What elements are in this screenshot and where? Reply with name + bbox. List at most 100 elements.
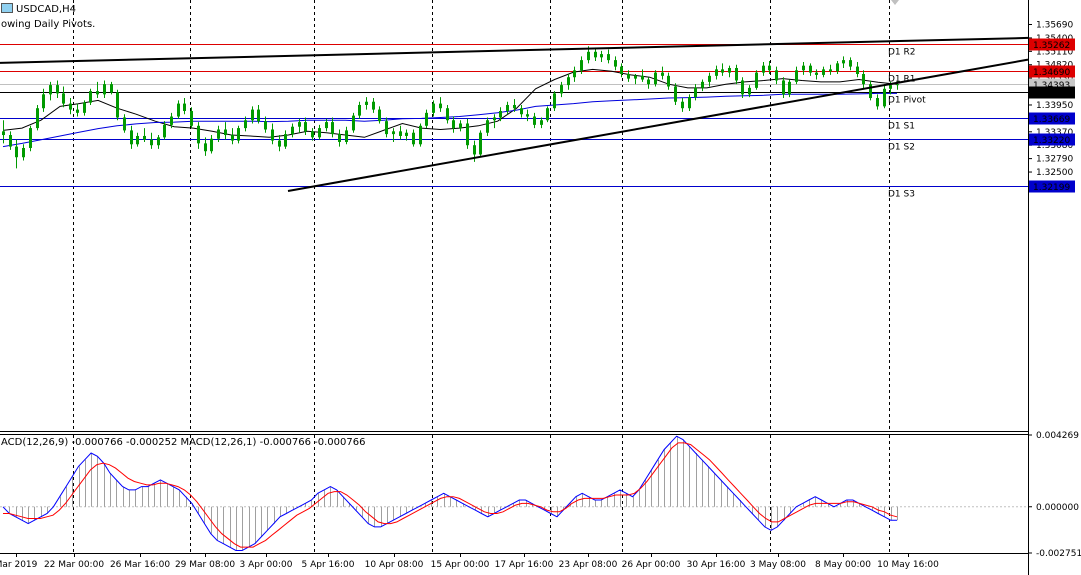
candle-bull: [600, 54, 603, 58]
candle-bull: [365, 101, 368, 105]
candle-bear: [661, 72, 664, 76]
candle-bear: [56, 85, 59, 94]
candle-bull: [284, 134, 287, 147]
candle-bull: [22, 147, 25, 158]
candle-bear: [231, 135, 234, 141]
candle-bear: [775, 70, 778, 81]
candle-bull: [842, 60, 845, 64]
candle-bull: [546, 108, 549, 121]
candle-bull: [49, 85, 52, 95]
candle-bear: [257, 109, 260, 122]
candle-bull: [708, 75, 711, 82]
candle-bear: [62, 93, 65, 104]
candle-bear: [110, 84, 113, 93]
candle-bull: [883, 88, 886, 107]
candle-bull: [170, 116, 173, 125]
current-price-label: 1.34241: [1033, 89, 1070, 99]
candle-bull: [755, 72, 758, 88]
price-tag: [1029, 65, 1075, 78]
candle-bull: [291, 126, 294, 135]
chart-header: USDCAD,H4: [1, 3, 76, 15]
candle-bull: [822, 69, 825, 75]
candle-bull: [587, 51, 590, 61]
y-tick-label: 1.33080: [1036, 141, 1073, 151]
x-tick-label: 23 Apr 08:00: [559, 560, 618, 570]
candle-bear: [876, 98, 879, 107]
candle-bull: [392, 131, 395, 135]
candle-bear: [513, 104, 516, 109]
y-tick-label: 1.33950: [1036, 101, 1073, 111]
candle-bull: [728, 67, 731, 73]
candle-bull: [889, 85, 892, 89]
price-tag: [1029, 133, 1075, 146]
price-tag-label: 1.32199: [1033, 183, 1070, 193]
signal-line: [3, 442, 898, 548]
candle-bear: [331, 122, 334, 135]
x-tick-label: 26 Mar 16:00: [110, 560, 170, 570]
pivot-label: D1 S1: [888, 122, 915, 132]
candle-bull: [580, 60, 583, 71]
candle-bear: [311, 131, 314, 138]
candle-bull: [694, 87, 697, 98]
shift-marker-icon[interactable]: [891, 0, 899, 5]
y-tick-label: 1.32790: [1036, 155, 1073, 165]
candle-bear: [2, 131, 5, 136]
candle-bear: [412, 132, 415, 145]
trendline: [0, 36, 1029, 64]
bid-price-label: 1.34393: [1033, 81, 1070, 91]
macd-y-tick-label: 0.000000: [1036, 503, 1079, 513]
candle-bear: [271, 129, 274, 141]
candle-bull: [217, 129, 220, 139]
candle-bull: [244, 120, 247, 129]
candle-bull: [318, 128, 321, 138]
candle-bear: [741, 80, 744, 95]
candle-bull: [896, 84, 899, 86]
candle-bear: [197, 125, 200, 144]
y-tick-label: 1.32500: [1036, 168, 1073, 178]
candle-bear: [264, 121, 267, 130]
candle-bear: [614, 60, 617, 67]
candle-bull: [836, 63, 839, 72]
candle-bull: [157, 137, 160, 146]
price-tag: [1029, 38, 1075, 51]
candle-bear: [641, 75, 644, 80]
candle-bear: [815, 72, 818, 75]
candle-bull: [103, 84, 106, 95]
candle-bear: [439, 103, 442, 109]
candle-bull: [486, 120, 489, 133]
candle-bull: [358, 104, 361, 116]
candle-bear: [856, 66, 859, 74]
candle-bear: [446, 108, 449, 121]
candle-bull: [425, 112, 428, 126]
candle-bear: [862, 73, 865, 85]
candle-bull: [29, 128, 32, 148]
candle-bear: [627, 73, 630, 79]
x-tick-label: 29 Mar 08:00: [175, 560, 235, 570]
x-tick-label: 8 May 00:00: [815, 560, 871, 570]
candle-bull: [163, 124, 166, 138]
candle-bear: [96, 91, 99, 95]
x-tick-label: 3 Apr 00:00: [240, 560, 293, 570]
slow-ma-line: [2, 92, 897, 148]
candle-bear: [809, 65, 812, 73]
candle-bull: [479, 132, 482, 155]
candle-bear: [620, 66, 623, 74]
candle-bull: [654, 72, 657, 85]
candle-bull: [715, 69, 718, 76]
pivot-label: D1 R2: [888, 48, 916, 58]
candle-bear: [116, 92, 119, 118]
candle-bull: [688, 97, 691, 109]
candle-bear: [150, 139, 153, 146]
candle-bull: [701, 81, 704, 88]
pivot-label: D1 S2: [888, 143, 915, 153]
pivot-label: D1 Pivot: [888, 96, 926, 106]
candle-bear: [224, 129, 227, 136]
x-tick-label: Mar 2019: [0, 560, 38, 570]
x-tick-label: 26 Apr 00:00: [622, 560, 681, 570]
candle-bull: [345, 130, 348, 142]
price-tag-label: 1.35262: [1033, 41, 1070, 51]
candle-bull: [251, 109, 254, 121]
candle-bear: [76, 109, 79, 113]
candle-bear: [473, 145, 476, 155]
